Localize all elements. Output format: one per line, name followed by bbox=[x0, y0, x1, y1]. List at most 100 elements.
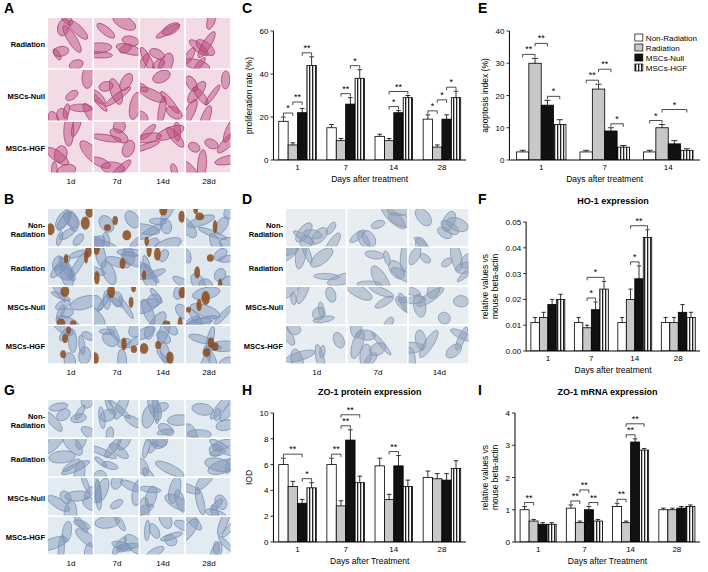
tissue bbox=[115, 41, 139, 57]
error-bar bbox=[593, 302, 597, 310]
significance-bracket bbox=[586, 80, 598, 83]
micrograph bbox=[48, 209, 93, 247]
error-bar bbox=[406, 96, 411, 98]
tissue bbox=[440, 256, 454, 269]
micrograph bbox=[94, 122, 139, 173]
micrograph bbox=[186, 400, 231, 438]
micrograph bbox=[140, 122, 185, 173]
tissue bbox=[212, 304, 230, 325]
stain bbox=[94, 248, 100, 255]
significance-label: ** bbox=[342, 416, 350, 426]
stain bbox=[195, 213, 204, 221]
error-bar bbox=[426, 471, 431, 477]
tissue bbox=[409, 287, 422, 298]
x-tick-label: 28 bbox=[437, 545, 446, 554]
y-axis-title: relative values vsmouse beta-actin bbox=[480, 445, 500, 510]
tissue bbox=[186, 517, 201, 545]
error-bar bbox=[637, 266, 641, 279]
tissue bbox=[56, 108, 69, 121]
tissue bbox=[68, 58, 84, 68]
y-tick-label: 10 bbox=[260, 409, 269, 418]
stain bbox=[94, 271, 100, 284]
micrograph bbox=[94, 400, 139, 438]
tissue bbox=[94, 478, 103, 504]
x-axis-title: Days after Treatment bbox=[330, 556, 410, 566]
error-bar bbox=[624, 521, 629, 523]
micrograph bbox=[409, 287, 469, 325]
bar bbox=[547, 524, 556, 542]
bar bbox=[591, 310, 599, 351]
tissue bbox=[449, 326, 469, 344]
significance-label: * bbox=[590, 288, 594, 298]
tissue bbox=[312, 315, 334, 324]
error-bar bbox=[596, 519, 601, 521]
y-tick-label: 0.02 bbox=[506, 295, 522, 304]
bar bbox=[626, 299, 634, 351]
stain bbox=[194, 266, 200, 278]
row-label: MSCs-HGF bbox=[244, 342, 284, 351]
tissue bbox=[415, 287, 446, 309]
tissue bbox=[413, 235, 434, 246]
tissue bbox=[123, 413, 139, 431]
micrograph bbox=[409, 209, 469, 247]
error-bar bbox=[679, 507, 684, 509]
tissue bbox=[144, 236, 161, 247]
tissue bbox=[81, 70, 92, 89]
tissue bbox=[456, 263, 469, 284]
panel-letter: C bbox=[242, 0, 252, 16]
micrograph bbox=[186, 439, 231, 477]
error-bar bbox=[661, 508, 666, 510]
error-bar bbox=[541, 312, 545, 317]
legend-swatch bbox=[635, 44, 643, 51]
tissue bbox=[48, 144, 71, 168]
stain bbox=[104, 224, 111, 231]
stain bbox=[179, 287, 185, 298]
significance-label: ** bbox=[627, 425, 635, 435]
x-tick-label: 7 bbox=[589, 354, 594, 363]
error-bar bbox=[688, 505, 693, 507]
tissue bbox=[357, 281, 382, 286]
micrograph bbox=[186, 122, 231, 173]
bar bbox=[529, 521, 538, 542]
error-bar bbox=[339, 501, 344, 506]
error-bar bbox=[377, 458, 382, 466]
y-tick-label: 0.00 bbox=[506, 347, 522, 356]
error-bar bbox=[444, 115, 449, 119]
significance-label: ** bbox=[294, 92, 302, 102]
tissue bbox=[83, 485, 93, 500]
y-tick-label: 0.05 bbox=[506, 218, 522, 227]
micrograph bbox=[94, 248, 139, 286]
bar bbox=[640, 450, 649, 542]
tissue bbox=[203, 84, 222, 107]
micrograph bbox=[186, 18, 231, 69]
y-axis-title-line: IOD bbox=[244, 470, 254, 485]
tissue bbox=[220, 517, 230, 539]
row-label-line: MSCs-Null bbox=[8, 494, 46, 503]
micrograph bbox=[186, 248, 231, 286]
bar bbox=[336, 141, 345, 160]
row-label-line: MSCs-HGF bbox=[6, 342, 46, 351]
significance-bracket bbox=[525, 503, 534, 506]
tissue bbox=[313, 344, 327, 364]
bar bbox=[279, 465, 288, 542]
significance-label: ** bbox=[636, 216, 644, 226]
x-tick-label: 7 bbox=[582, 545, 587, 554]
y-tick-label: 2 bbox=[264, 512, 269, 521]
tissue bbox=[52, 262, 76, 283]
significance-bracket bbox=[617, 499, 626, 502]
micrograph bbox=[347, 287, 407, 325]
bar bbox=[643, 237, 651, 351]
column-label: 28d bbox=[202, 368, 215, 377]
legend-label: Radiation bbox=[646, 44, 680, 53]
bars bbox=[531, 230, 695, 351]
tissue bbox=[143, 485, 159, 509]
significance-label: * bbox=[594, 267, 598, 277]
tissue bbox=[79, 423, 93, 437]
y-tick-label: 20 bbox=[496, 92, 505, 101]
bar bbox=[288, 487, 297, 542]
bar bbox=[592, 89, 604, 160]
micrograph bbox=[347, 326, 407, 364]
row-label-line: Radiation bbox=[11, 230, 46, 239]
column-label: 7d bbox=[113, 177, 122, 186]
bar bbox=[668, 510, 677, 542]
